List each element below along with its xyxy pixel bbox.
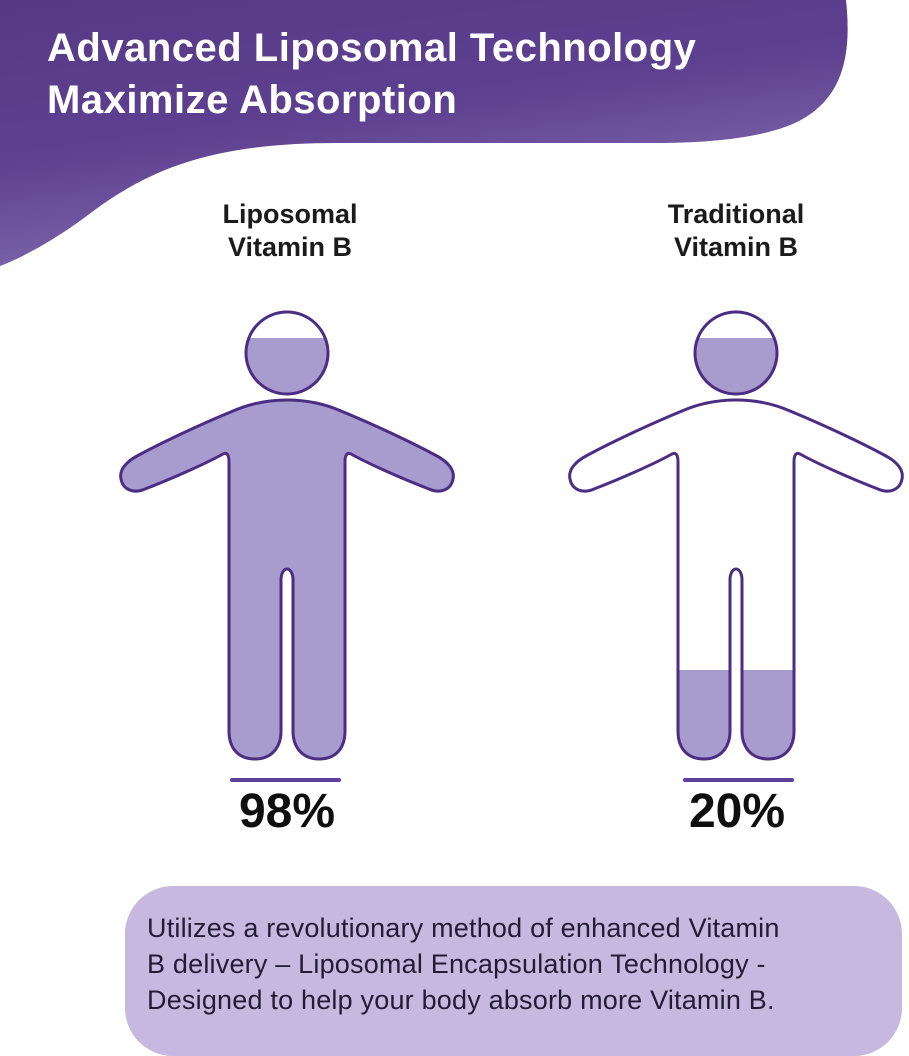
percent-underline-left xyxy=(230,778,341,782)
label-traditional: Traditional Vitamin B xyxy=(586,198,886,264)
footer-text-line-3: Designed to help your body absorb more V… xyxy=(147,985,775,1015)
page-title-line-1: Advanced Liposomal Technology xyxy=(47,26,697,70)
person-right-body-outline xyxy=(568,398,904,761)
label-traditional-line-1: Traditional xyxy=(667,199,805,229)
figure-right-head-fill xyxy=(569,338,903,398)
person-left-head-outline xyxy=(244,310,330,396)
label-liposomal-line-2: Vitamin B xyxy=(227,232,353,262)
percent-value-right: 20% xyxy=(688,785,786,838)
person-left-fill-group xyxy=(120,338,454,759)
person-right-head-outline xyxy=(693,310,779,396)
page-title: Advanced Liposomal Technology Maximize A… xyxy=(47,22,867,126)
percent-underline-right xyxy=(683,778,794,782)
footer-description-box: Utilizes a revolutionary method of enhan… xyxy=(125,886,902,1056)
footer-text-line-2: B delivery – Liposomal Encapsulation Tec… xyxy=(147,949,766,979)
page-title-line-2: Maximize Absorption xyxy=(47,78,458,122)
person-figure-left xyxy=(119,310,455,761)
person-figure-right xyxy=(568,310,904,761)
label-traditional-line-2: Vitamin B xyxy=(673,232,799,262)
person-left-body-outline xyxy=(119,398,455,761)
figure-left-head-fill xyxy=(120,338,454,398)
figure-left-body-fill xyxy=(120,398,454,759)
label-liposomal: Liposomal Vitamin B xyxy=(140,198,440,264)
label-liposomal-line-1: Liposomal xyxy=(222,199,358,229)
person-right-fill-group xyxy=(569,338,903,759)
footer-text-line-1: Utilizes a revolutionary method of enhan… xyxy=(147,913,780,943)
percent-value-left: 98% xyxy=(238,785,336,838)
figure-right-body-fill xyxy=(569,670,903,759)
